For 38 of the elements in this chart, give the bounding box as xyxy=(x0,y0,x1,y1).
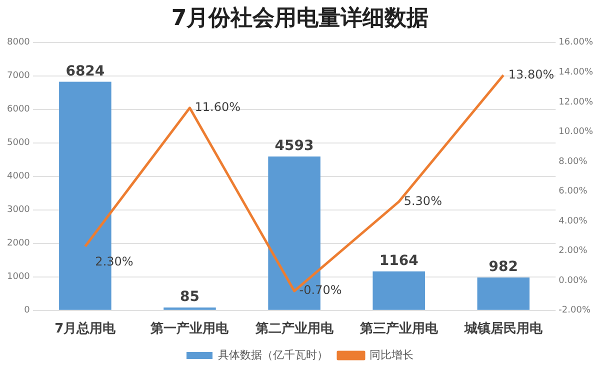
data-label: 4593 xyxy=(274,138,314,154)
y2-tick-label: 16.00% xyxy=(558,38,594,48)
y-tick-label: 0 xyxy=(24,306,30,316)
x-tick-label: 第二产业用电 xyxy=(254,320,334,337)
data-label: 6824 xyxy=(66,63,105,80)
data-label: 85 xyxy=(180,289,200,306)
chart-title: 7月份社会用电量详细数据 xyxy=(171,4,429,31)
x-tick-label: 7月总用电 xyxy=(54,320,117,337)
legend-label: 具体数据（亿千瓦时） xyxy=(218,348,328,362)
data-label: 11.60% xyxy=(194,100,241,114)
x-tick-label: 城镇居民用电 xyxy=(463,322,544,337)
y-tick-label: 4000 xyxy=(7,172,30,182)
data-label: 13.80% xyxy=(508,67,554,82)
y-tick-label: 2000 xyxy=(7,238,30,249)
x-tick-label: 第三产业用电 xyxy=(358,320,439,337)
y-tick-label: 7000 xyxy=(7,71,30,82)
y2-tick-label: -2.00% xyxy=(558,306,591,316)
y-tick-label: 3000 xyxy=(7,205,30,216)
y2-tick-label: 14.00% xyxy=(558,68,594,78)
y-tick-label: 5000 xyxy=(7,138,30,148)
bar xyxy=(372,271,425,310)
bar xyxy=(477,278,530,310)
y-tick-label: 6000 xyxy=(7,104,30,115)
data-label: 982 xyxy=(488,259,518,276)
y-tick-label: 8000 xyxy=(7,38,30,48)
y2-tick-label: 12.00% xyxy=(558,97,594,108)
y2-tick-label: 4.00% xyxy=(558,216,588,226)
y2-tick-label: 2.00% xyxy=(558,246,588,256)
y2-tick-label: 10.00% xyxy=(558,127,594,138)
data-label: 5.30% xyxy=(404,194,442,208)
y-tick-label: 1000 xyxy=(7,272,30,282)
x-tick-label: 第一产业用电 xyxy=(150,320,230,337)
y2-tick-label: 8.00% xyxy=(558,156,588,167)
data-label: -0.70% xyxy=(299,283,342,298)
y2-tick-label: 6.00% xyxy=(558,186,588,197)
data-label: 1164 xyxy=(379,253,419,270)
legend-label: 同比增长 xyxy=(370,348,414,362)
y2-tick-label: 0.00% xyxy=(558,276,588,286)
